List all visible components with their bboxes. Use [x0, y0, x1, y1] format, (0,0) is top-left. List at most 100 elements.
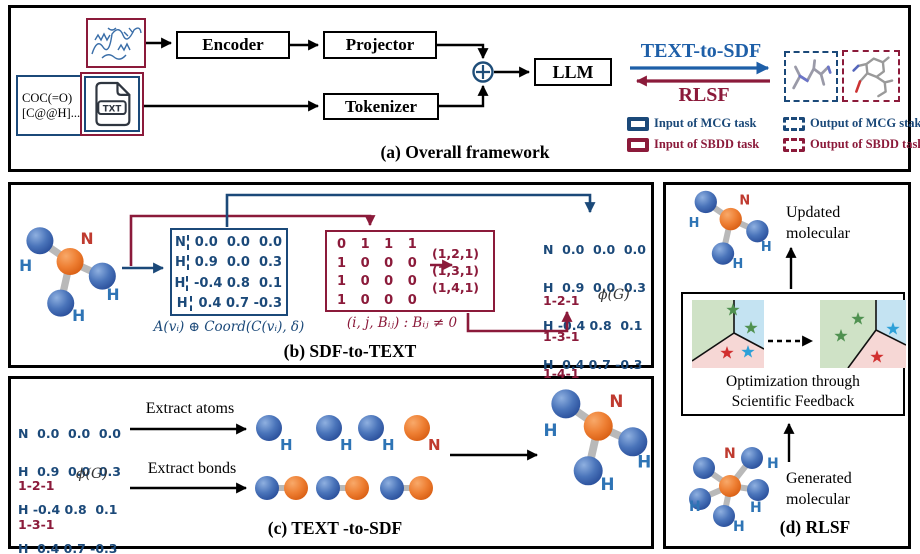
bond-line: 1-2-1: [18, 478, 55, 493]
coord-atom: N: [174, 234, 186, 250]
atom-line: H -0.4 0.8 0.1: [18, 502, 118, 518]
updated-line2: molecular: [786, 225, 850, 242]
llm-box: LLM: [534, 58, 612, 86]
encoder-label: Encoder: [202, 35, 264, 54]
updated-molecular-label: Updated molecular: [786, 202, 850, 244]
encoder-box: Encoder: [176, 31, 290, 59]
bond-triple: (1,3,1): [432, 263, 480, 278]
atom-line: H 0.9 0.0 0.3: [543, 279, 647, 295]
coord-row: H 0.4 0.7 -0.3: [174, 294, 282, 315]
llm-label: LLM: [552, 61, 594, 82]
optimization-label: Optimization through Scientific Feedback: [683, 372, 903, 412]
nh3-molecule: [16, 224, 120, 323]
atom-line: H 0.9 0.0 0.3: [18, 463, 122, 479]
legend-label: Output of MCG stak: [810, 116, 920, 130]
coord-values: 0.4 0.7 -0.3: [190, 296, 282, 312]
coord-values: -0.4 0.8 0.1: [185, 275, 282, 291]
h-atom-label: H: [280, 436, 293, 454]
sbdd-input-swatch: [627, 137, 649, 152]
atom-line: H 0.4 0.7 -0.3: [18, 540, 118, 554]
bond-triple: (1,4,1): [432, 280, 480, 295]
bond-line: 1-3-1: [543, 329, 580, 345]
sdf-text-bonds: 1-2-1 1-3-1 1-4-1: [18, 453, 54, 554]
extract-atoms-label: Extract atoms: [145, 400, 235, 417]
extract-bonds-label: Extract bonds: [147, 460, 237, 477]
matrix-row: 1 0 0 0: [337, 274, 422, 289]
extracted-atoms-row: H H H N: [256, 415, 441, 454]
legend-item-mcg-output: Output of MCG stak: [783, 116, 920, 131]
molecule-sticks-blue-icon: [792, 58, 832, 89]
n-atom-label: N: [428, 436, 441, 454]
molecule-sticks-gray-icon: [852, 56, 894, 98]
coord-row: H 0.9 0.0 0.3: [174, 253, 282, 274]
phi-g-label: ϕ(G): [598, 287, 630, 303]
panel-d-caption: (d) RLSF: [779, 517, 851, 537]
sdf-text-atoms: N 0.0 0.0 0.0 H 0.9 0.0 0.3 H -0.4 0.8 0…: [543, 218, 646, 397]
smiles-line1: COC(=O): [22, 90, 73, 105]
matrix-row: 0 1 1 1: [337, 237, 422, 252]
matrix-row: 1 0 0 0: [337, 292, 422, 308]
h-atom-label: H: [382, 436, 395, 454]
legend-label: Output of SBDD task: [810, 137, 920, 151]
projector-label: Projector: [345, 35, 415, 54]
txt-file-box: TXT: [80, 72, 144, 136]
rlsf-label: RLSF: [678, 84, 730, 106]
coord-atom: H: [176, 296, 188, 312]
smiles-line2: [C@@H]...: [22, 105, 81, 120]
coord-atom: H: [174, 275, 186, 291]
panel-a-caption: (a) Overall framework: [380, 142, 550, 162]
legend-label: Input of MCG task: [654, 116, 757, 130]
extracted-bonds-row: [255, 476, 433, 500]
coordinate-table: N 0.0 0.0 0.0 H 0.9 0.0 0.3 H -0.4 0.8 0…: [170, 228, 288, 316]
bond-line: 1-4-1: [543, 366, 580, 382]
optimization-line2: Scientific Feedback: [731, 393, 855, 410]
coord-values: 0.0 0.0 0.0: [186, 234, 282, 250]
panel-b-caption: (b) SDF-to-TEXT: [283, 341, 417, 361]
sbdd-output-swatch: [783, 137, 805, 152]
mcg-output-box: [784, 51, 838, 102]
sdf-text-atoms: N 0.0 0.0 0.0 H 0.9 0.0 0.3 H -0.4 0.8 0…: [18, 402, 121, 554]
projector-box: Projector: [323, 31, 437, 59]
panel-c-caption: (c) TEXT -to-SDF: [267, 518, 403, 538]
feedback-map-before: [692, 300, 764, 368]
bond-line: 1-2-1: [543, 292, 580, 308]
generated-molecular-label: Generated molecular: [786, 468, 852, 510]
legend-item-sbdd-output: Output of SBDD task: [783, 137, 920, 152]
phi-g-label: ϕ(G): [76, 466, 108, 482]
coord-formula: A(vᵢ) ⊕ Coord(C(vᵢ), δ): [153, 319, 305, 335]
mcg-input-swatch: [627, 116, 649, 131]
bond-line: 1-3-1: [18, 517, 55, 532]
mcg-output-swatch: [783, 116, 805, 131]
bond-triple: (1,2,1): [432, 246, 480, 261]
smiles-input-box: COC(=O) [C@@H]...: [16, 75, 89, 136]
adjacency-matrix-box: 0 1 1 1 1 0 0 0 1 0 0 0 1 0 0 0 (1,2,1) …: [325, 230, 495, 312]
updated-molecule: [686, 188, 772, 270]
nh3-molecule: [540, 386, 652, 492]
atom-line: H 0.4 0.7 -0.3: [543, 356, 643, 372]
tokenizer-box: Tokenizer: [323, 93, 439, 120]
txt-icon-label: TXT: [103, 104, 122, 114]
txt-file-icon: TXT: [95, 81, 131, 127]
tokenizer-label: Tokenizer: [344, 96, 418, 116]
coord-row: N 0.0 0.0 0.0: [174, 232, 282, 253]
sbdd-output-box: [842, 50, 900, 102]
sdf-text-bonds: 1-2-1 1-3-1 1-4-1: [543, 270, 579, 405]
feedback-map-after: [820, 300, 906, 368]
generated-line1: Generated: [786, 470, 852, 487]
panel-c: [8, 376, 654, 549]
protein-sketch-icon: [91, 27, 142, 60]
legend-item-sbdd-input: Input of SBDD task: [627, 137, 779, 152]
legend-item-mcg-input: Input of MCG task: [627, 116, 779, 131]
h-atom-label: H: [340, 436, 353, 454]
coord-row: H -0.4 0.8 0.1: [174, 273, 282, 294]
atom-line: N 0.0 0.0 0.0: [543, 241, 647, 257]
optimization-line1: Optimization through: [726, 373, 860, 390]
coord-atom: H: [174, 255, 186, 271]
atom-line: N 0.0 0.0 0.0: [18, 425, 122, 441]
updated-line1: Updated: [786, 204, 841, 221]
matrix-formula: (i, j, Bᵢⱼ) : Bᵢⱼ ≠ 0: [346, 315, 458, 331]
text-to-sdf-label: TEXT-to-SDF: [640, 40, 762, 62]
protein-input-box: [86, 18, 146, 68]
matrix-row: 1 0 0 0: [337, 255, 422, 271]
coord-values: 0.9 0.0 0.3: [186, 255, 282, 271]
